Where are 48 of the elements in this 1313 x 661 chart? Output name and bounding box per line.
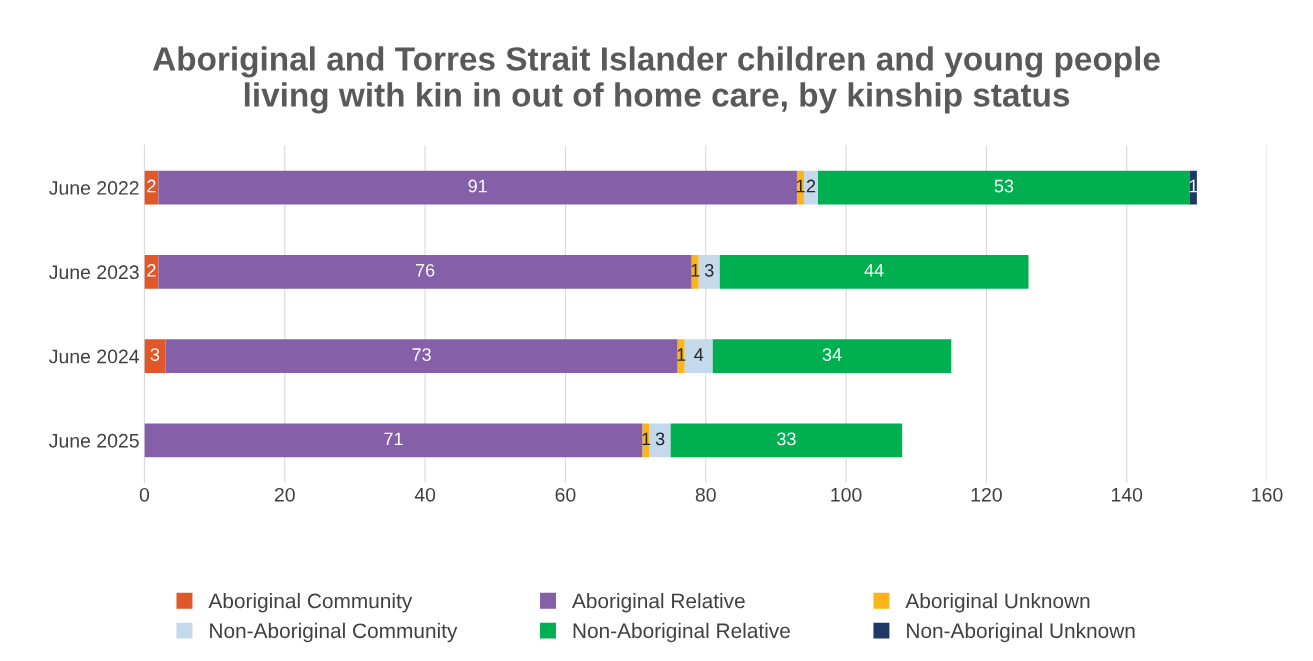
data-label: 71: [384, 432, 403, 446]
bar: [165, 339, 678, 373]
x-tick-label: 40: [414, 487, 436, 502]
data-label: 53: [994, 179, 1014, 193]
legend-label: Non-Aboriginal Unknown: [907, 622, 1135, 643]
legend-label: Aboriginal Relative: [571, 592, 745, 613]
x-tick-label: 120: [971, 487, 1002, 502]
bar: [670, 423, 903, 458]
bar: [158, 170, 797, 205]
bar: [649, 423, 671, 458]
bar: [144, 339, 166, 373]
bar: [712, 339, 952, 373]
data-label: 73: [412, 348, 431, 361]
bar: [818, 170, 1190, 205]
data-label: 34: [822, 348, 842, 361]
x-tick-label: 80: [695, 487, 716, 502]
x-tick-label: 20: [274, 487, 295, 502]
data-label: 3: [704, 263, 714, 277]
data-label: 91: [468, 179, 487, 193]
data-label: 2: [147, 263, 156, 277]
data-label: 3: [655, 432, 665, 446]
bar: [698, 254, 720, 289]
bar: [144, 423, 643, 458]
bar: [719, 254, 1029, 289]
data-label: 4: [694, 348, 704, 361]
y-tick-label: June 2025: [49, 433, 139, 448]
data-label: 2: [147, 179, 156, 193]
chart-title: Aboriginal and Torres Strait Islander children and young people living with kin in out of home care, by kinship status: [152, 46, 1160, 114]
legend-label: Aboriginal Community: [208, 592, 413, 613]
x-tick-label: 60: [555, 487, 576, 502]
data-label: 33: [777, 432, 796, 446]
x-tick-label: 100: [831, 487, 862, 502]
x-tick-label: 160: [1252, 487, 1283, 502]
data-label: 1: [1189, 179, 1198, 193]
x-tick-label: 0: [139, 487, 150, 502]
data-label: 76: [415, 263, 435, 277]
data-label: 2: [806, 179, 816, 193]
legend-label: Non-Aboriginal Community: [210, 622, 458, 643]
bar: [684, 339, 713, 373]
bar: [158, 254, 692, 289]
y-tick-label: June 2023: [49, 265, 139, 280]
legend-label: Aboriginal Unknown: [905, 592, 1090, 613]
x-tick-label: 140: [1111, 487, 1143, 502]
data-label: 3: [150, 348, 160, 361]
legend-label: Non-Aboriginal Relative: [573, 622, 790, 643]
y-tick-label: June 2024: [49, 349, 140, 364]
y-tick-label: June 2022: [49, 181, 139, 195]
data-label: 44: [864, 264, 884, 277]
